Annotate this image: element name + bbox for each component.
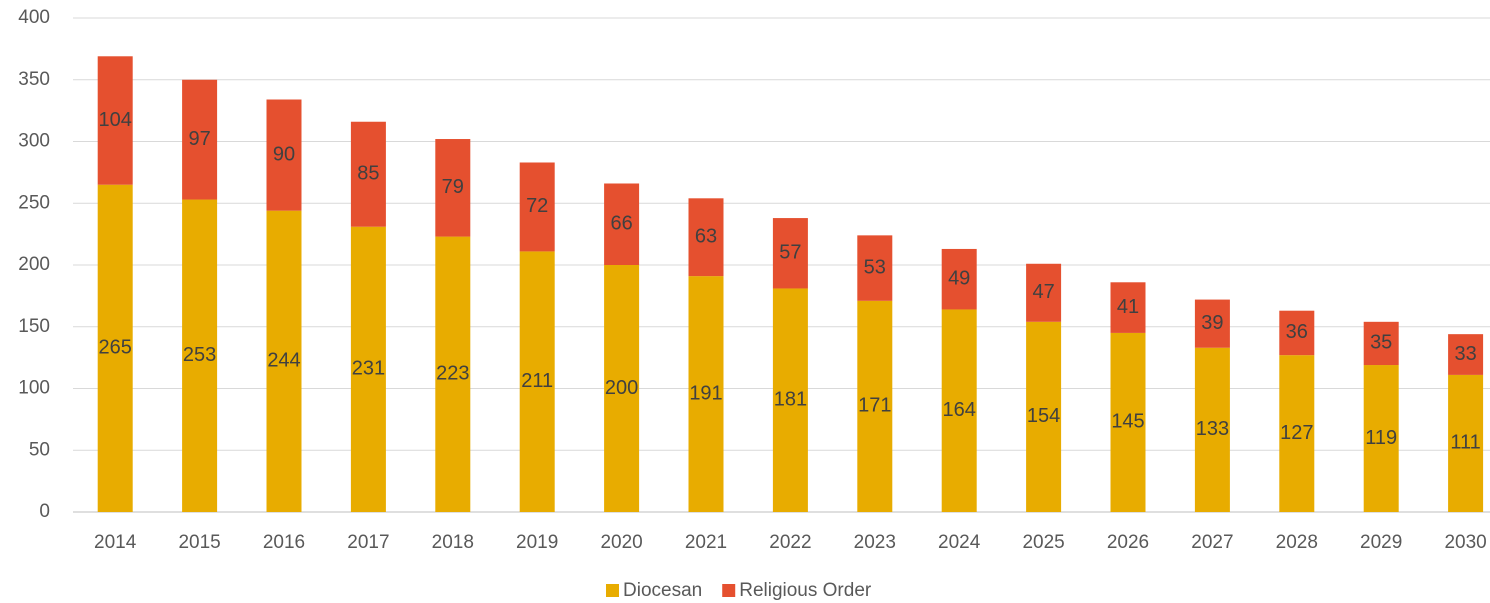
bar-segment — [857, 300, 893, 512]
data-label: 33 — [1454, 343, 1476, 365]
y-tick-label: 300 — [18, 131, 50, 152]
data-label: 145 — [1111, 411, 1144, 433]
y-tick-label: 400 — [18, 7, 50, 28]
data-label: 47 — [1032, 281, 1054, 303]
x-tick-label: 2029 — [1360, 532, 1402, 553]
bar-segment — [941, 248, 977, 310]
data-label: 57 — [779, 242, 801, 264]
data-label: 104 — [99, 109, 132, 131]
data-label: 231 — [352, 358, 385, 380]
legend-swatch — [722, 584, 736, 597]
data-label: 244 — [267, 350, 300, 372]
bar-segment — [1448, 334, 1484, 375]
bar-segment — [604, 183, 640, 265]
bar-segment — [97, 184, 133, 512]
data-label: 164 — [943, 399, 976, 421]
bar-segment — [772, 218, 808, 289]
data-label: 211 — [521, 370, 553, 392]
x-tick-label: 2022 — [769, 532, 811, 553]
bar-segment — [1279, 310, 1315, 356]
data-label: 154 — [1027, 405, 1060, 427]
data-label: 39 — [1201, 312, 1223, 334]
x-tick-label: 2030 — [1444, 532, 1486, 553]
y-tick-label: 250 — [18, 192, 50, 213]
bar-segment — [266, 99, 302, 211]
bar-segment — [1194, 299, 1230, 348]
data-label: 79 — [442, 176, 464, 198]
bar-segment — [688, 198, 724, 277]
x-tick-label: 2024 — [938, 532, 981, 553]
bar-segment — [1194, 347, 1230, 512]
legend-label: Religious Order — [739, 580, 872, 601]
bar-segment — [266, 210, 302, 512]
data-label: 265 — [99, 337, 132, 359]
x-tick-label: 2016 — [263, 532, 305, 553]
y-tick-label: 0 — [39, 501, 50, 522]
data-label: 253 — [183, 344, 216, 366]
data-label: 200 — [605, 377, 638, 399]
data-label: 133 — [1196, 418, 1229, 440]
data-label: 119 — [1365, 427, 1397, 449]
y-tick-label: 100 — [18, 378, 50, 399]
bar-segment — [1363, 365, 1399, 512]
x-tick-label: 2014 — [94, 532, 137, 553]
y-tick-label: 150 — [18, 316, 50, 337]
x-tick-label: 2019 — [516, 532, 558, 553]
bar-segment — [182, 199, 218, 513]
bar-segment — [1026, 321, 1062, 512]
legend-label: Diocesan — [623, 580, 702, 601]
legend-swatch — [606, 584, 619, 597]
bar-segment — [1363, 321, 1399, 366]
x-tick-label: 2020 — [600, 532, 642, 553]
data-label: 85 — [357, 163, 379, 185]
x-tick-label: 2025 — [1022, 532, 1064, 553]
bar-segment — [519, 251, 555, 513]
data-label: 41 — [1117, 296, 1139, 318]
bar-segment — [772, 288, 808, 512]
y-tick-label: 50 — [29, 439, 50, 460]
bar-segment — [1110, 282, 1146, 333]
data-label: 191 — [689, 382, 722, 404]
bar-segment — [435, 236, 471, 512]
bar-segment — [688, 276, 724, 512]
data-label: 53 — [864, 256, 886, 278]
data-label: 97 — [188, 128, 210, 150]
bar-segment — [1448, 374, 1484, 512]
data-label: 36 — [1286, 321, 1308, 343]
bar-segment — [1026, 263, 1062, 322]
x-tick-label: 2028 — [1276, 532, 1318, 553]
data-label: 35 — [1370, 332, 1392, 354]
data-label: 49 — [948, 267, 970, 289]
bar-segment — [350, 121, 386, 227]
x-tick-label: 2021 — [685, 532, 727, 553]
x-tick-label: 2017 — [347, 532, 389, 553]
bar-segment — [941, 309, 977, 512]
data-label: 111 — [1450, 432, 1480, 454]
x-tick-label: 2027 — [1191, 532, 1233, 553]
bar-segment — [519, 162, 555, 252]
data-label: 181 — [774, 389, 807, 411]
data-label: 72 — [526, 195, 548, 217]
x-tick-label: 2023 — [854, 532, 896, 553]
data-label: 223 — [436, 363, 469, 385]
data-label: 66 — [610, 213, 632, 235]
bar-segment — [350, 226, 386, 512]
bar-segment — [1279, 355, 1315, 512]
data-label: 127 — [1280, 422, 1313, 444]
data-label: 171 — [858, 395, 891, 417]
x-tick-label: 2018 — [432, 532, 474, 553]
y-tick-label: 200 — [18, 254, 50, 275]
y-tick-label: 350 — [18, 69, 50, 90]
data-label: 90 — [273, 143, 295, 165]
x-tick-label: 2026 — [1107, 532, 1149, 553]
bar-segment — [182, 79, 218, 200]
bar-segment — [435, 139, 471, 237]
bar-segment — [857, 235, 893, 301]
bar-segment — [604, 265, 640, 512]
data-label: 63 — [695, 225, 717, 247]
x-tick-label: 2015 — [178, 532, 220, 553]
bar-segment — [1110, 332, 1146, 512]
bar-segment — [97, 56, 133, 185]
